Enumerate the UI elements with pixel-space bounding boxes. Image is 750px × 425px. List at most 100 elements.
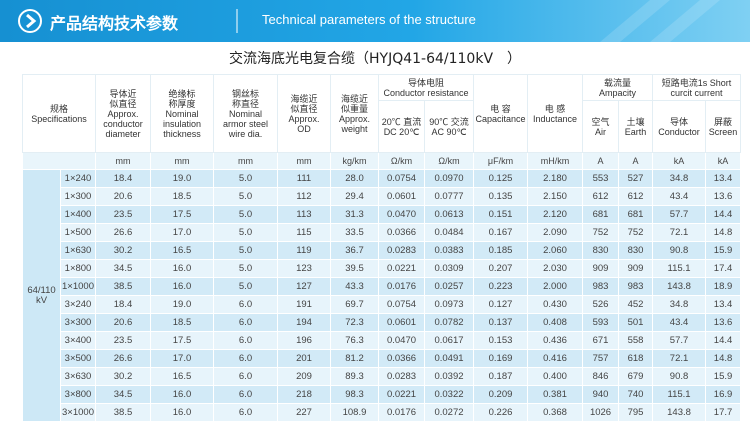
- value-cell: 14.4: [705, 331, 742, 350]
- value-cell: 112: [277, 187, 331, 206]
- header-line: insulation: [162, 118, 202, 129]
- unit-cell: μF/km: [473, 152, 529, 170]
- value-cell: 0.0754: [378, 169, 425, 188]
- table-row: 3×630 30.2 16.5 6.0 209 89.3 0.0283 0.0392 0.187…: [23, 367, 742, 386]
- value-cell: 2.180: [527, 169, 584, 188]
- table-row: 1×800 34.5 16.0 5.0 123 39.5 0.0221 0.0309 0.207…: [23, 259, 742, 278]
- header-line: Approx.: [107, 108, 139, 119]
- value-cell: 218: [277, 385, 331, 404]
- value-cell: 0.169: [473, 349, 529, 368]
- table-row: 64/110 kV 1×240 18.4 19.0 5.0 111 28.0 0.0754 0.…: [22, 169, 742, 422]
- header-line: armor steel: [222, 118, 268, 129]
- size-cell: 1×400: [60, 205, 96, 224]
- value-cell: 0.135: [473, 187, 529, 206]
- header-line: 似重量: [340, 103, 368, 114]
- value-cell: 17.7: [705, 403, 742, 422]
- value-cell: 0.207: [473, 259, 529, 278]
- value-cell: 209: [277, 367, 331, 386]
- value-cell: 23.5: [95, 205, 151, 224]
- table-row: 3×240 18.4 19.0 6.0 191 69.7 0.0754 0.0973 0.127…: [23, 295, 742, 314]
- header-cell: 绝缘标 称厚度 Nominal insulation thickness: [150, 74, 214, 153]
- value-cell: 0.153: [473, 331, 529, 350]
- unit-cell: kg/km: [330, 152, 379, 170]
- header-line: 钢丝标: [231, 88, 259, 99]
- value-cell: 16.0: [150, 277, 214, 296]
- value-cell: 34.8: [652, 169, 707, 188]
- value-cell: 90.8: [652, 241, 707, 260]
- size-cell: 3×300: [60, 313, 96, 332]
- value-cell: 0.0392: [423, 367, 475, 386]
- header-line: Earth: [624, 126, 647, 137]
- size-cell: 3×1000: [60, 403, 96, 422]
- value-cell: 81.2: [330, 349, 379, 368]
- header-group: 导体电阻 Conductor resistance: [377, 74, 475, 101]
- size-cell: 1×1000: [60, 277, 96, 296]
- value-cell: 5.0: [213, 187, 278, 206]
- value-cell: 0.125: [473, 169, 529, 188]
- table-caption: 交流海底光电复合缆（HYJQ41-64/110kV ）: [228, 51, 522, 67]
- value-cell: 196: [277, 331, 331, 350]
- value-cell: 119: [277, 241, 331, 260]
- value-cell: 23.5: [95, 331, 151, 350]
- value-cell: 19.0: [150, 295, 214, 314]
- value-cell: 0.0484: [423, 223, 475, 242]
- header-cell: 海缆近 似重量 Approx. weight: [330, 74, 379, 153]
- unit-cell: kA: [705, 152, 742, 170]
- value-cell: 0.137: [473, 313, 529, 332]
- header-line: OD: [297, 123, 311, 134]
- header-cell: 规格 Specifications: [22, 74, 96, 153]
- value-cell: 13.4: [705, 295, 742, 314]
- value-cell: 0.209: [473, 385, 529, 404]
- value-cell: 593: [582, 313, 620, 332]
- header-subcell: 20℃ 直流 DC 20℃: [378, 100, 425, 153]
- value-cell: 0.400: [527, 367, 584, 386]
- value-cell: 0.0777: [423, 187, 475, 206]
- value-cell: 0.223: [473, 277, 529, 296]
- value-cell: 0.0782: [423, 313, 475, 332]
- header-line: 似直径: [109, 98, 137, 109]
- value-cell: 830: [618, 241, 654, 260]
- table-row: 1×500 26.6 17.0 5.0 115 33.5 0.0366 0.0484 0.167…: [23, 223, 742, 242]
- header-subcell: 空气 Air: [582, 100, 620, 153]
- header-line: curcit current: [670, 87, 723, 98]
- value-cell: 830: [582, 241, 620, 260]
- value-cell: 6.0: [213, 313, 278, 332]
- value-cell: 0.0601: [378, 187, 425, 206]
- value-cell: 2.030: [527, 259, 584, 278]
- value-cell: 0.0221: [378, 259, 425, 278]
- header-line: Approx.: [288, 113, 320, 124]
- size-cell: 3×630: [60, 367, 96, 386]
- value-cell: 191: [277, 295, 331, 314]
- size-cell: 3×800: [60, 385, 96, 404]
- value-cell: 0.0366: [378, 349, 425, 368]
- value-cell: 558: [618, 331, 654, 350]
- value-cell: 14.4: [705, 205, 742, 224]
- value-cell: 17.4: [705, 259, 742, 278]
- header-subcell: 屏蔽 Screen: [705, 100, 742, 153]
- group-cell: 64/110 kV: [22, 169, 61, 422]
- header-line: thickness: [163, 128, 201, 139]
- table-row: 20℃ 直流 DC 20℃ 90℃ 交流 AC 90℃ 空气 Air 土壤 Earth 导体 Co…: [23, 100, 742, 153]
- header-line: Approx.: [338, 113, 371, 124]
- value-cell: 501: [618, 313, 654, 332]
- size-cell: 3×500: [60, 349, 96, 368]
- value-cell: 2.120: [527, 205, 584, 224]
- header-line: 似直径: [290, 103, 318, 114]
- value-cell: 17.5: [150, 331, 214, 350]
- unit-cell: Ω/km: [423, 152, 475, 170]
- value-cell: 6.0: [213, 349, 278, 368]
- value-cell: 0.151: [473, 205, 529, 224]
- value-cell: 2.150: [527, 187, 584, 206]
- spec-table: 规格 Specifications 导体近 似直径 Approx. conductor di…: [22, 74, 742, 422]
- header-line: conductor: [103, 118, 143, 129]
- header-line: 称厚度: [168, 98, 196, 109]
- value-cell: 0.0176: [378, 277, 425, 296]
- value-cell: 13.4: [705, 169, 742, 188]
- value-cell: 2.090: [527, 223, 584, 242]
- header-cell: 导体近 似直径 Approx. conductor diameter: [95, 74, 151, 153]
- value-cell: 6.0: [213, 331, 278, 350]
- value-cell: 612: [618, 187, 654, 206]
- header-group: 载流量 Ampacity: [582, 74, 654, 101]
